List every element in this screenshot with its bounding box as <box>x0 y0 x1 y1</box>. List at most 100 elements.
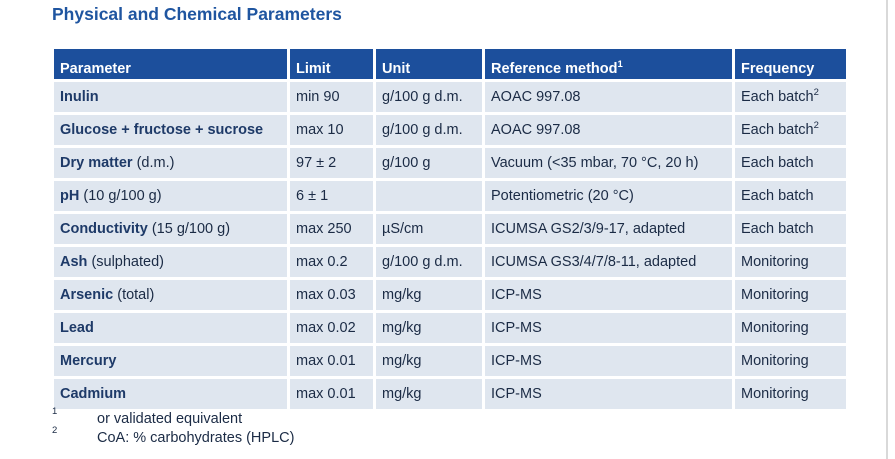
parameter-cell: Lead <box>54 313 287 343</box>
method-cell: ICP-MS <box>485 313 732 343</box>
limit: max 0.01 <box>296 386 356 402</box>
parameter-name: Inulin <box>60 89 99 105</box>
method-cell: ICUMSA GS3/4/7/8-11, adapted <box>485 247 732 277</box>
parameter-name: Arsenic <box>60 287 114 303</box>
frequency-cell: Each batch <box>735 148 846 178</box>
unit-cell: g/100 g d.m. <box>376 115 482 145</box>
unit: g/100 g d.m. <box>382 122 463 138</box>
table-row: Cadmium max 0.01 mg/kg ICP-MS Monitoring <box>54 379 846 409</box>
method: AOAC 997.08 <box>491 122 581 138</box>
frequency-cell: Each batch <box>735 214 846 244</box>
parameter-detail: (15 g/100 g) <box>151 221 231 237</box>
frequency-cell: Each batch <box>735 181 846 211</box>
limit-cell: max 10 <box>290 115 373 145</box>
method: ICP-MS <box>491 353 542 369</box>
parameter-name: Glucose + fructose + sucrose <box>60 122 264 138</box>
method: ICP-MS <box>491 386 542 402</box>
method-cell: Potentiometric (20 °C) <box>485 181 732 211</box>
unit-cell: g/100 g d.m. <box>376 247 482 277</box>
footnote-text: CoA: % carbohydrates (HPLC) <box>97 430 295 446</box>
frequency: Monitoring <box>741 320 809 336</box>
unit: mg/kg <box>382 320 422 336</box>
header-text: Frequency <box>741 61 815 77</box>
frequency: Monitoring <box>741 254 809 270</box>
header-text: Reference method <box>491 61 618 77</box>
method: ICUMSA GS2/3/9-17, adapted <box>491 221 686 237</box>
limit-cell: 97 ± 2 <box>290 148 373 178</box>
footnote-ref: 2 <box>813 87 819 98</box>
parameter-cell: Cadmium <box>54 379 287 409</box>
unit: g/100 g d.m. <box>382 89 463 105</box>
limit-cell: max 0.2 <box>290 247 373 277</box>
table-row: Dry matter (d.m.) 97 ± 2 g/100 g Vacuum (<3… <box>54 148 846 178</box>
header-text: Limit <box>296 61 331 77</box>
header-cell: Limit <box>290 49 373 79</box>
method-cell: ICUMSA GS2/3/9-17, adapted <box>485 214 732 244</box>
limit: 6 ± 1 <box>296 188 329 204</box>
limit: max 0.03 <box>296 287 356 303</box>
parameter-cell: Ash (sulphated) <box>54 247 287 277</box>
limit-cell: max 0.03 <box>290 280 373 310</box>
method: AOAC 997.08 <box>491 89 581 105</box>
limit: max 0.2 <box>296 254 348 270</box>
parameter-name: Conductivity <box>60 221 148 237</box>
parameter-cell: Inulin <box>54 82 287 112</box>
table-row: pH (10 g/100 g) 6 ± 1 Potentiometric (20 °… <box>54 181 846 211</box>
limit-cell: max 0.02 <box>290 313 373 343</box>
parameter-name: Cadmium <box>60 386 127 402</box>
parameter-name: Mercury <box>60 353 117 369</box>
footnote-text: or validated equivalent <box>97 411 243 427</box>
method-cell: AOAC 997.08 <box>485 115 732 145</box>
frequency: Monitoring <box>741 287 809 303</box>
page-edge <box>886 0 888 459</box>
frequency-cell: Monitoring <box>735 379 846 409</box>
header-cell: Parameter <box>54 49 287 79</box>
footnote-mark: 1 <box>52 406 58 417</box>
parameter-name: pH <box>60 188 80 204</box>
frequency-cell: Each batch2 <box>735 82 846 112</box>
limit: max 0.01 <box>296 353 356 369</box>
header-cell: Frequency <box>735 49 846 79</box>
table-row: Lead max 0.02 mg/kg ICP-MS Monitoring <box>54 313 846 343</box>
method: Potentiometric (20 °C) <box>491 188 634 204</box>
limit-cell: max 0.01 <box>290 346 373 376</box>
footnote-ref: 2 <box>813 120 819 131</box>
header-row: Parameter Limit Unit Reference method1 Frequ… <box>54 49 846 79</box>
frequency-cell: Monitoring <box>735 247 846 277</box>
parameter-detail: (10 g/100 g) <box>83 188 162 204</box>
frequency: Monitoring <box>741 353 809 369</box>
table-row: Ash (sulphated) max 0.2 g/100 g d.m. ICUMSA… <box>54 247 846 277</box>
limit-cell: max 250 <box>290 214 373 244</box>
method-cell: AOAC 997.08 <box>485 82 732 112</box>
header-cell: Unit <box>376 49 482 79</box>
section-title: Physical and Chemical Parameters <box>52 4 342 24</box>
parameter-cell: Glucose + fructose + sucrose <box>54 115 287 145</box>
frequency: Each batch <box>741 155 814 171</box>
parameter-detail: (total) <box>117 287 155 303</box>
parameter-cell: Mercury <box>54 346 287 376</box>
method-cell: ICP-MS <box>485 280 732 310</box>
table-body: Inulin min 90 g/100 g d.m. AOAC 997.08 Each … <box>54 82 846 409</box>
method-cell: Vacuum (<35 mbar, 70 °C, 20 h) <box>485 148 732 178</box>
header-text: Parameter <box>60 61 131 77</box>
unit-cell: g/100 g <box>376 148 482 178</box>
unit-cell: mg/kg <box>376 346 482 376</box>
parameter-name: Dry matter <box>60 155 133 171</box>
frequency: Monitoring <box>741 386 809 402</box>
method: ICP-MS <box>491 320 542 336</box>
parameter-cell: pH (10 g/100 g) <box>54 181 287 211</box>
frequency: Each batch <box>741 188 814 204</box>
method: ICUMSA GS3/4/7/8-11, adapted <box>491 254 697 270</box>
parameter-cell: Conductivity (15 g/100 g) <box>54 214 287 244</box>
frequency: Each batch <box>741 89 814 105</box>
method-cell: ICP-MS <box>485 379 732 409</box>
parameters-table: Parameter Limit Unit Reference method1 Frequ… <box>51 46 849 412</box>
frequency: Each batch <box>741 221 814 237</box>
limit: max 10 <box>296 122 344 138</box>
unit-cell: mg/kg <box>376 280 482 310</box>
footnote-mark: 2 <box>52 425 58 436</box>
unit: mg/kg <box>382 386 422 402</box>
method: ICP-MS <box>491 287 542 303</box>
